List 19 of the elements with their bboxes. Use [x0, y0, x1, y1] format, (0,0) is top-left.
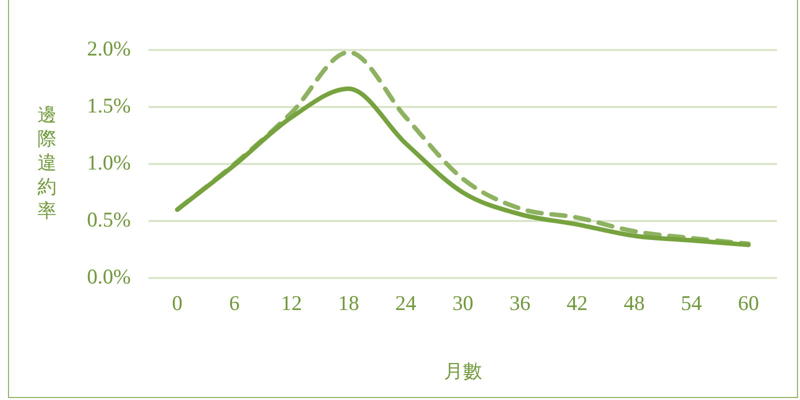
line-series	[175, 86, 751, 248]
x-tick-label: 24	[395, 291, 417, 316]
y-axis-title: 邊際違約率	[38, 104, 56, 222]
x-tick-label: 42	[566, 291, 588, 316]
x-tick-label: 6	[229, 291, 240, 316]
x-tick-label: 36	[509, 291, 530, 316]
x-tick-label: 30	[452, 291, 474, 316]
y-tick-label: 2.0%	[86, 36, 131, 61]
x-tick-label: 0	[172, 291, 183, 316]
x-tick-label: 18	[338, 291, 360, 316]
x-tick-label: 60	[738, 291, 759, 316]
x-tick-label: 48	[624, 291, 645, 316]
x-tick-label: 12	[281, 291, 302, 316]
y-tick-label: 1.5%	[86, 94, 131, 118]
x-tick-label: 54	[680, 291, 702, 316]
y-tick-label: 1.0%	[86, 150, 131, 175]
y-tick-label: 0.5%	[86, 208, 131, 232]
y-tick-label: 0.0%	[86, 264, 131, 289]
x-axis-title: 月數	[444, 362, 482, 383]
